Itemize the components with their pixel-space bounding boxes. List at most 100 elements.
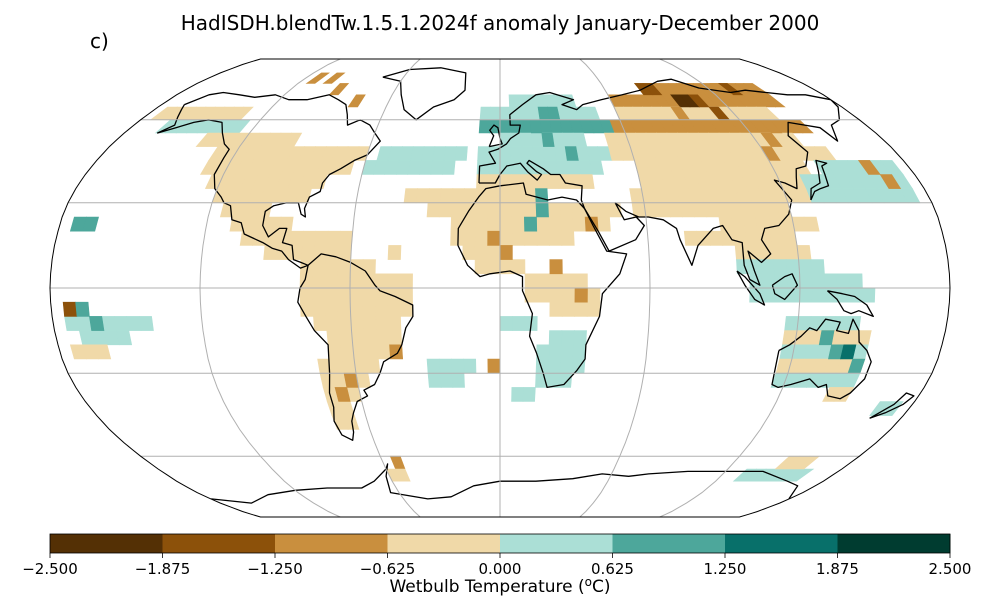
anomaly-cell bbox=[861, 287, 876, 303]
anomaly-cell bbox=[352, 344, 367, 360]
coastline bbox=[297, 253, 414, 441]
anomaly-cell bbox=[545, 174, 560, 189]
anomaly-cell bbox=[322, 72, 346, 84]
anomaly-cell bbox=[562, 287, 576, 303]
anomaly-cell bbox=[799, 273, 813, 289]
anomaly-cell bbox=[82, 216, 99, 232]
anomaly-cell bbox=[474, 259, 488, 275]
anomaly-cell bbox=[387, 316, 402, 331]
anomaly-cell bbox=[773, 259, 788, 275]
anomaly-cell bbox=[462, 230, 476, 246]
coastline bbox=[488, 124, 503, 148]
anomaly-cell bbox=[289, 230, 304, 246]
anomaly-cell bbox=[520, 132, 533, 147]
longitude-line bbox=[199, 59, 341, 517]
anomaly-cell bbox=[334, 387, 351, 402]
anomaly-cell bbox=[415, 188, 430, 204]
anomaly-cell bbox=[389, 455, 406, 470]
anomaly-cell bbox=[347, 94, 366, 108]
anomaly-cell bbox=[537, 273, 551, 289]
anomaly-cell bbox=[442, 160, 456, 175]
anomaly-cell bbox=[548, 216, 562, 232]
anomaly-cell bbox=[328, 83, 350, 96]
anomaly-cell bbox=[463, 358, 477, 374]
anomaly-cell bbox=[760, 132, 783, 147]
panel-label: c) bbox=[90, 29, 109, 53]
anomaly-cell bbox=[288, 245, 303, 260]
colorbar-tick-label: 1.875 bbox=[816, 560, 859, 578]
anomaly-cell bbox=[555, 160, 570, 175]
anomaly-cell bbox=[399, 273, 413, 289]
anomaly-cell bbox=[374, 301, 389, 317]
anomaly-cell bbox=[338, 160, 355, 175]
colorbar-swatch bbox=[500, 534, 613, 553]
anomaly-cell bbox=[879, 174, 902, 189]
anomaly-cell bbox=[541, 132, 555, 147]
anomaly-cell bbox=[475, 202, 489, 218]
anomaly-cell bbox=[524, 230, 538, 246]
anomaly-cell bbox=[596, 216, 611, 232]
anomaly-cell bbox=[362, 259, 376, 275]
anomaly-cell bbox=[363, 330, 378, 346]
anomaly-cell bbox=[759, 94, 786, 108]
anomaly-cell bbox=[574, 287, 588, 303]
anomaly-cell bbox=[521, 146, 534, 161]
anomaly-cell bbox=[463, 188, 477, 204]
anomaly-cell bbox=[511, 230, 526, 246]
anomaly-cell bbox=[349, 301, 364, 317]
anomaly-cell bbox=[487, 245, 501, 260]
anomaly-cell bbox=[796, 245, 812, 260]
anomaly-cell bbox=[477, 146, 490, 161]
anomaly-cell bbox=[784, 316, 799, 331]
anomaly-cell bbox=[403, 188, 418, 204]
coastline bbox=[211, 463, 799, 504]
anomaly-cell bbox=[312, 301, 327, 317]
colorbar-tick-label: 1.250 bbox=[704, 560, 747, 578]
anomaly-cell bbox=[62, 301, 78, 317]
anomaly-cell bbox=[349, 287, 364, 303]
colorbar-swatch bbox=[162, 534, 276, 553]
anomaly-cell bbox=[537, 287, 551, 303]
anomaly-cell bbox=[561, 330, 575, 346]
anomaly-cell bbox=[478, 119, 491, 134]
anomaly-cell bbox=[351, 330, 366, 346]
anomaly-cell bbox=[524, 273, 538, 289]
anomaly-cell bbox=[426, 202, 441, 218]
coastlines bbox=[156, 67, 915, 504]
anomaly-cell bbox=[451, 202, 465, 218]
colorbar: −2.500 −1.875 −1.250 −0.625 0.000 0.625 1.250 1… bbox=[22, 533, 971, 597]
colorbar-swatch bbox=[837, 534, 951, 553]
anomaly-cell bbox=[732, 230, 748, 246]
anomaly-cell bbox=[314, 230, 329, 246]
anomaly-cell bbox=[510, 160, 524, 175]
anomaly-cell bbox=[475, 216, 489, 232]
anomaly-cell bbox=[462, 216, 477, 232]
anomaly-cell bbox=[549, 273, 563, 289]
anomaly-cell bbox=[126, 316, 142, 331]
anomaly-cell bbox=[387, 301, 401, 317]
coastline bbox=[382, 67, 467, 121]
anomaly-cell bbox=[337, 316, 352, 331]
anomaly-cell bbox=[572, 216, 587, 232]
anomaly-cell bbox=[536, 230, 550, 246]
anomaly-cell bbox=[487, 259, 501, 275]
anomaly-cell bbox=[573, 330, 587, 346]
anomaly-cell bbox=[305, 72, 331, 84]
anomaly-cell bbox=[254, 216, 270, 232]
anomaly-cell bbox=[76, 316, 92, 331]
anomaly-cell bbox=[761, 287, 776, 303]
anomaly-cell bbox=[818, 330, 835, 346]
anomaly-cell bbox=[362, 301, 376, 317]
anomaly-cell bbox=[488, 160, 501, 175]
anomaly-cell bbox=[536, 216, 550, 232]
anomaly-cell bbox=[549, 259, 563, 275]
anomaly-cell bbox=[374, 273, 389, 289]
anomaly-cell bbox=[548, 330, 563, 346]
anomaly-cell bbox=[821, 316, 837, 331]
anomaly-cell bbox=[543, 146, 557, 161]
anomaly-cell bbox=[769, 230, 785, 246]
anomaly-cell bbox=[523, 216, 538, 232]
anomaly-cell bbox=[474, 230, 489, 246]
colorbar-tick-label: −1.250 bbox=[247, 560, 303, 578]
anomaly-cell bbox=[374, 287, 389, 303]
